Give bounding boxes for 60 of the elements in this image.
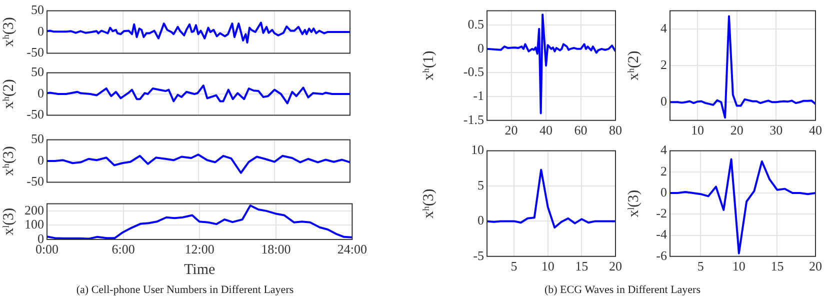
x-tick-label: 20: [809, 258, 822, 274]
y-tick-label: 4: [660, 142, 668, 158]
y-tick-label: -1: [473, 88, 484, 103]
y-axis-title: xʰ(3): [0, 146, 17, 176]
x-tick-label: 20: [504, 122, 518, 138]
x-tick-label: 12:00: [184, 242, 214, 257]
y-axis-title: xʰ(2): [626, 50, 642, 81]
y-tick-label: 100: [24, 216, 44, 232]
y-axis-title: xʰ(3): [0, 17, 17, 47]
y-tick-label: 0: [38, 85, 44, 100]
y-tick-label: -50: [26, 44, 44, 60]
x-tick-label: 40: [540, 122, 553, 138]
y-tick-label: 5: [478, 177, 484, 192]
y-tick-label: 0: [660, 94, 667, 109]
y-axis-title: xʰ(2): [0, 79, 17, 109]
x-axis-title: Time: [184, 262, 216, 278]
y-tick-label: 200: [24, 202, 44, 218]
x-tick-label: 80: [609, 122, 622, 138]
y-tick-label: 0: [660, 184, 667, 200]
y-tick-label: 0: [38, 152, 44, 168]
x-tick-label: 30: [770, 122, 783, 138]
y-tick-label: 0: [38, 23, 44, 38]
y-tick-label: 2: [660, 163, 667, 178]
y-tick-label: 50: [31, 2, 44, 18]
y-tick-label: 0: [478, 212, 484, 228]
x-tick-label: 60: [574, 122, 588, 138]
x-tick-label: 15: [575, 258, 588, 274]
y-axis-title: xˡ(3): [626, 190, 642, 218]
y-tick-label: -0.5: [463, 64, 484, 80]
x-tick-label: 5: [697, 258, 704, 274]
x-tick-label: 10: [732, 258, 746, 274]
y-tick-label: 0: [478, 40, 484, 56]
y-tick-label: 0.5: [468, 16, 484, 32]
y-tick-label: 4: [660, 20, 668, 36]
text: (a) Cell-phone User Numbers in Different Layers: [75, 284, 295, 296]
x-tick-label: 20: [609, 258, 622, 274]
y-tick-label: 10: [471, 142, 484, 158]
y-tick-label: -50: [26, 106, 44, 122]
y-tick-label: -4: [656, 226, 668, 242]
y-tick-label: 2: [660, 57, 667, 72]
y-axis-title: xʰ(1): [420, 50, 437, 81]
y-tick-label: -5: [473, 248, 484, 263]
x-tick-label: 18:00: [261, 242, 291, 257]
x-tick-label: 10: [691, 122, 704, 138]
x-tick-label: 24:00: [337, 242, 368, 257]
x-tick-label: 40: [809, 122, 822, 138]
y-tick-label: -50: [26, 174, 44, 189]
y-axis-title: xʰ(3): [420, 188, 437, 219]
y-tick-label: -2: [656, 206, 667, 221]
x-tick-label: 5: [510, 258, 518, 274]
x-tick-label: 10: [541, 258, 554, 274]
x-tick-label: 20: [730, 122, 744, 138]
x-tick-label: 15: [770, 258, 784, 274]
text: (b) ECG Waves in Different Layers: [543, 284, 702, 296]
y-axis-title: xˡ(3): [0, 208, 17, 236]
y-tick-label: -1.5: [463, 112, 484, 127]
y-tick-label: -6: [656, 248, 668, 263]
x-tick-label: 6:00: [112, 242, 135, 257]
y-tick-label: 50: [31, 64, 44, 80]
y-tick-label: 50: [31, 131, 44, 146]
